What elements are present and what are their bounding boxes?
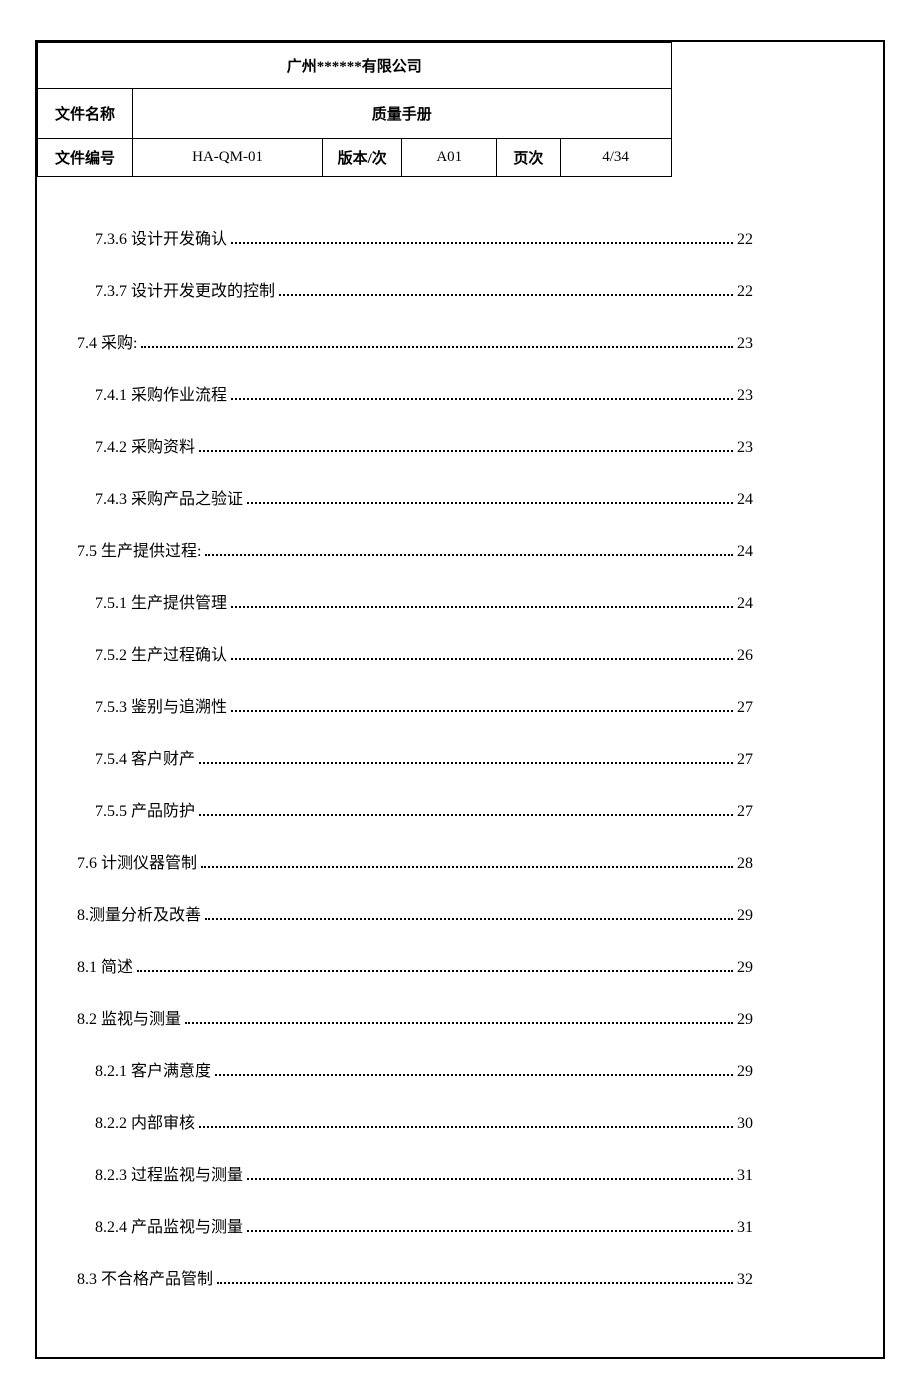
version-value: A01	[402, 139, 497, 177]
toc-line: 7.5 生产提供过程: 24	[67, 537, 853, 561]
doc-name-label: 文件名称	[38, 89, 133, 139]
toc-page-number: 31	[737, 1167, 853, 1185]
toc-dots	[231, 398, 733, 400]
toc-dots	[201, 866, 733, 868]
toc-page-number: 24	[737, 595, 853, 613]
toc-line: 7.4.1 采购作业流程 23	[67, 381, 853, 405]
doc-num-label: 文件编号	[38, 139, 133, 177]
doc-num-value: HA-QM-01	[133, 139, 323, 177]
toc-line: 7.4 采购: 23	[67, 329, 853, 353]
toc-line: 7.6 计测仪器管制 28	[67, 849, 853, 873]
toc-dots	[205, 918, 733, 920]
toc-page-number: 23	[737, 335, 853, 353]
toc-label: 7.4 采购:	[67, 329, 137, 353]
toc-dots	[141, 346, 733, 348]
toc-dots	[185, 1022, 733, 1024]
page-value: 4/34	[560, 139, 671, 177]
toc-page-number: 27	[737, 699, 853, 717]
version-label: 版本/次	[323, 139, 402, 177]
toc-line: 7.5.5 产品防护 27	[67, 797, 853, 821]
toc-line: 7.5.1 生产提供管理 24	[67, 589, 853, 613]
toc-page-number: 27	[737, 751, 853, 769]
toc-label: 7.5.3 鉴别与追溯性	[67, 693, 227, 717]
document-page: 广州******有限公司 文件名称 质量手册 文件编号 HA-QM-01 版本/…	[35, 40, 885, 1359]
toc-label: 7.4.1 采购作业流程	[67, 381, 227, 405]
toc-line: 8.2.3 过程监视与测量 31	[67, 1161, 853, 1185]
company-name: 广州******有限公司	[38, 43, 672, 89]
toc-page-number: 29	[737, 959, 853, 977]
toc-line: 7.4.3 采购产品之验证 24	[67, 485, 853, 509]
toc-page-number: 29	[737, 1011, 853, 1029]
toc-page-number: 22	[737, 283, 853, 301]
toc-page-number: 29	[737, 1063, 853, 1081]
toc-line: 8.3 不合格产品管制 32	[67, 1265, 853, 1289]
toc-page-number: 31	[737, 1219, 853, 1237]
toc-label: 7.6 计测仪器管制	[67, 849, 197, 873]
toc-label: 7.4.3 采购产品之验证	[67, 485, 243, 509]
toc-label: 8.2 监视与测量	[67, 1005, 181, 1029]
toc-dots	[137, 970, 733, 972]
page-label: 页次	[497, 139, 560, 177]
toc-dots	[231, 710, 733, 712]
toc-line: 8.测量分析及改善 29	[67, 901, 853, 925]
toc-label: 8.2.4 产品监视与测量	[67, 1213, 243, 1237]
toc-dots	[231, 606, 733, 608]
toc-line: 7.5.3 鉴别与追溯性 27	[67, 693, 853, 717]
toc-label: 7.5.5 产品防护	[67, 797, 195, 821]
toc-label: 7.5.4 客户财产	[67, 745, 195, 769]
toc-page-number: 22	[737, 231, 853, 249]
toc-line: 7.4.2 采购资料 23	[67, 433, 853, 457]
toc-page-number: 23	[737, 439, 853, 457]
toc-label: 7.3.7 设计开发更改的控制	[67, 277, 275, 301]
toc-page-number: 27	[737, 803, 853, 821]
toc-line: 8.2 监视与测量 29	[67, 1005, 853, 1029]
toc-label: 8.2.1 客户满意度	[67, 1057, 211, 1081]
toc-label: 8.2.3 过程监视与测量	[67, 1161, 243, 1185]
toc-line: 8.2.2 内部审核 30	[67, 1109, 853, 1133]
toc-dots	[247, 502, 733, 504]
toc-dots	[199, 762, 733, 764]
toc-dots	[199, 1126, 733, 1128]
toc-dots	[231, 658, 733, 660]
toc-dots	[199, 450, 733, 452]
toc-page-number: 26	[737, 647, 853, 665]
toc-page-number: 29	[737, 907, 853, 925]
toc-page-number: 24	[737, 491, 853, 509]
toc-label: 7.3.6 设计开发确认	[67, 225, 227, 249]
toc-page-number: 23	[737, 387, 853, 405]
toc-dots	[205, 554, 733, 556]
toc-dots	[279, 294, 733, 296]
toc-dots	[247, 1230, 733, 1232]
toc-content: 7.3.6 设计开发确认 22 7.3.7 设计开发更改的控制 22 7.4 采购: 23…	[37, 177, 883, 1357]
toc-dots	[215, 1074, 733, 1076]
doc-title: 质量手册	[133, 89, 671, 139]
toc-line: 8.1 简述 29	[67, 953, 853, 977]
toc-line: 8.2.1 客户满意度 29	[67, 1057, 853, 1081]
toc-line: 7.5.2 生产过程确认 26	[67, 641, 853, 665]
toc-dots	[231, 242, 733, 244]
toc-label: 7.5.2 生产过程确认	[67, 641, 227, 665]
toc-page-number: 28	[737, 855, 853, 873]
toc-label: 7.4.2 采购资料	[67, 433, 195, 457]
toc-dots	[199, 814, 733, 816]
toc-line: 7.3.6 设计开发确认 22	[67, 225, 853, 249]
toc-label: 7.5 生产提供过程:	[67, 537, 201, 561]
toc-label: 8.3 不合格产品管制	[67, 1265, 213, 1289]
toc-line: 7.5.4 客户财产 27	[67, 745, 853, 769]
toc-label: 8.测量分析及改善	[67, 901, 201, 925]
header-table: 广州******有限公司 文件名称 质量手册 文件编号 HA-QM-01 版本/…	[37, 42, 672, 177]
toc-page-number: 24	[737, 543, 853, 561]
toc-page-number: 32	[737, 1271, 853, 1289]
toc-page-number: 30	[737, 1115, 853, 1133]
toc-dots	[247, 1178, 733, 1180]
toc-line: 8.2.4 产品监视与测量 31	[67, 1213, 853, 1237]
toc-line: 7.3.7 设计开发更改的控制 22	[67, 277, 853, 301]
toc-label: 8.1 简述	[67, 953, 133, 977]
toc-label: 8.2.2 内部审核	[67, 1109, 195, 1133]
toc-dots	[217, 1282, 733, 1284]
toc-label: 7.5.1 生产提供管理	[67, 589, 227, 613]
